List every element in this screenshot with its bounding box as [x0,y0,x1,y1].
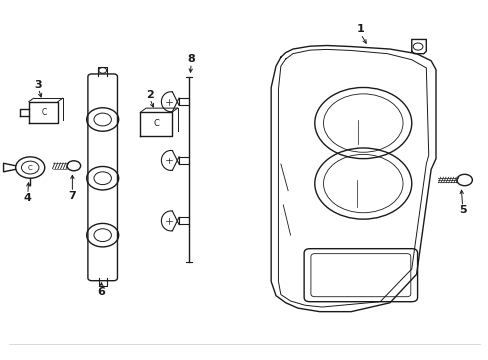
Text: 8: 8 [187,54,195,64]
Text: 5: 5 [458,205,466,215]
Text: 4: 4 [24,193,32,203]
Text: 6: 6 [97,287,105,297]
Text: 3: 3 [35,80,42,90]
Text: 1: 1 [356,24,364,34]
Text: 2: 2 [146,90,154,100]
Text: C: C [42,108,47,117]
Text: C: C [153,120,159,129]
Text: C: C [28,165,33,171]
Text: 7: 7 [68,191,76,201]
